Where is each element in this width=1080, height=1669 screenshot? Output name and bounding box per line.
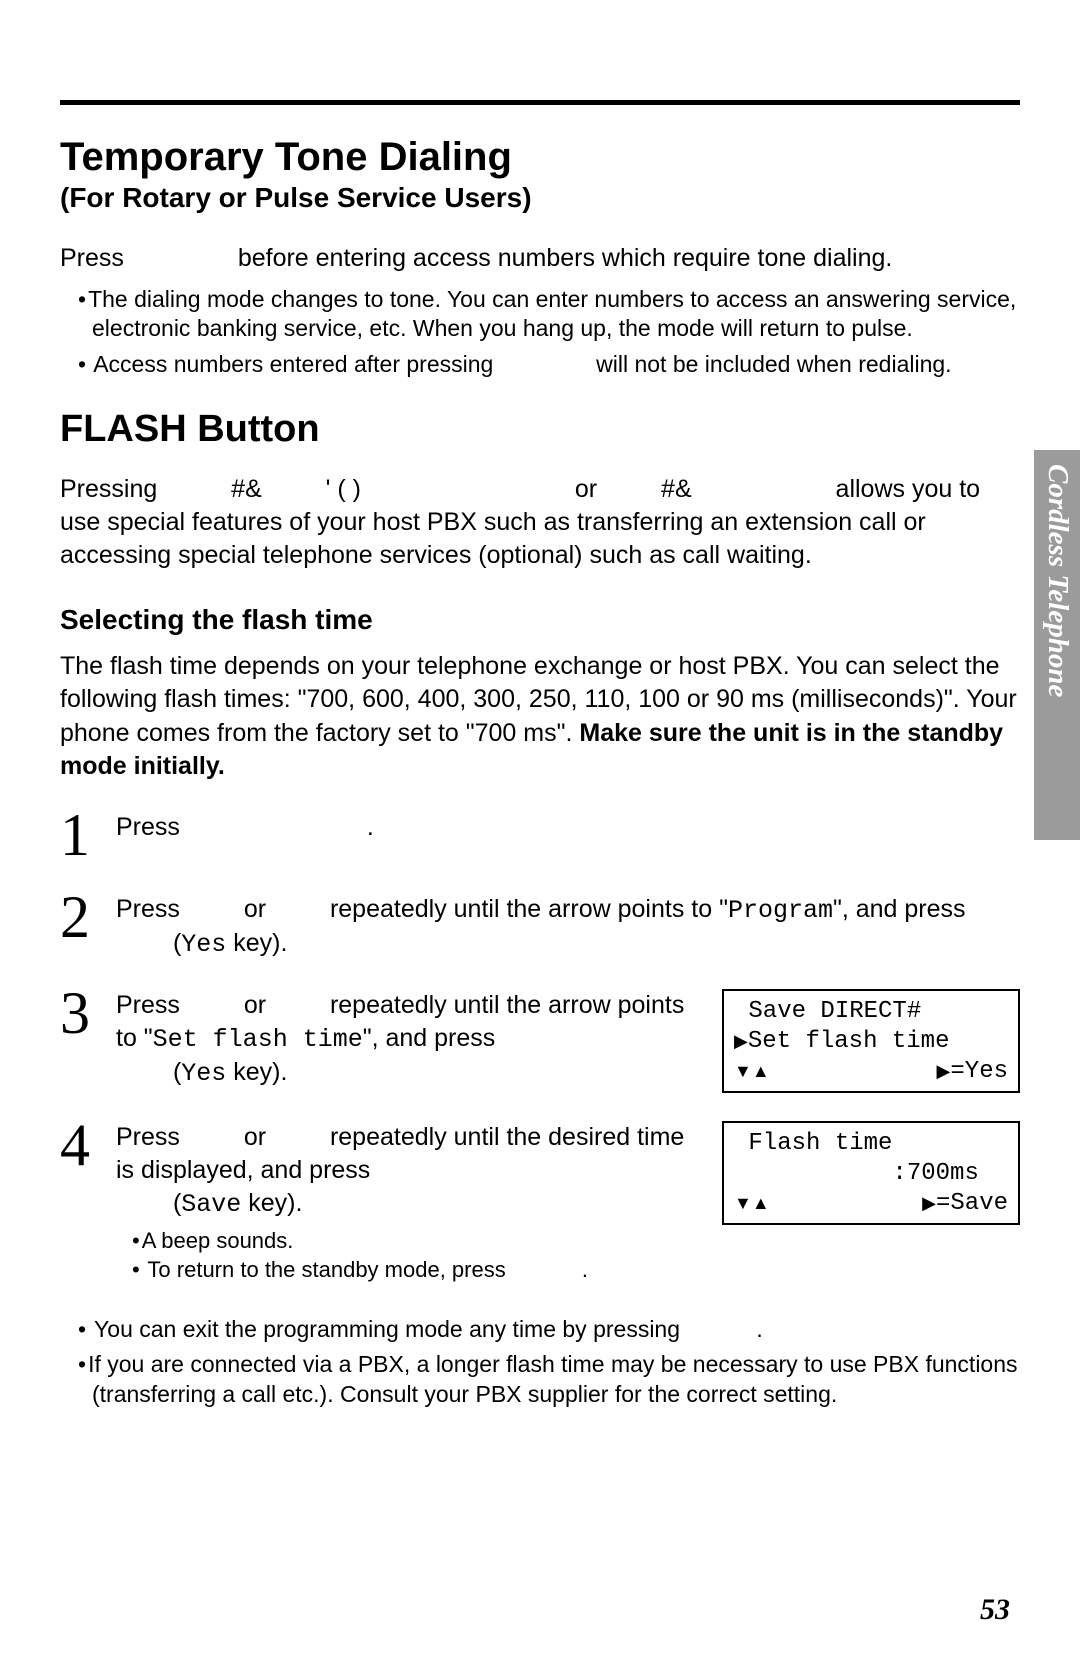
steps-list: 1 Press . 2 Press or repeatedly until th… xyxy=(60,805,1020,1284)
section1-title: Temporary Tone Dialing xyxy=(60,135,1020,180)
triangle-down-icon xyxy=(734,1058,752,1085)
text: ", and press xyxy=(833,895,966,923)
step-number: 1 xyxy=(60,805,116,865)
lcd-display: Flash time :700ms =Save xyxy=(722,1121,1020,1225)
step-4: 4 Press or repeatedly until the desired … xyxy=(60,1115,1020,1284)
text: allows you to use special features of yo… xyxy=(60,475,980,569)
side-tab: Cordless Telephone xyxy=(1034,450,1080,840)
sub-bullet: A beep sounds. xyxy=(132,1227,694,1256)
text: or xyxy=(244,991,266,1019)
text: ", and press xyxy=(363,1024,496,1052)
text: or xyxy=(575,475,597,503)
text: key). xyxy=(226,1058,287,1086)
display-line: Save DIRECT# xyxy=(734,997,1008,1027)
text: or xyxy=(244,1123,266,1151)
step-body: Press . xyxy=(116,805,1020,844)
text: To return to the standby mode, press xyxy=(147,1257,505,1282)
text: repeatedly until the desired time is dis… xyxy=(116,1123,684,1184)
text: will not be included when redialing. xyxy=(596,351,951,377)
step-2: 2 Press or repeatedly until the arrow po… xyxy=(60,887,1020,961)
section2-title: FLASH Button xyxy=(60,408,1020,451)
step-3: 3 Press or repeatedly until the arrow po… xyxy=(60,983,1020,1093)
lcd-display: Save DIRECT# Set flash time =Yes xyxy=(722,989,1020,1093)
page-number: 53 xyxy=(980,1593,1010,1627)
text: Press xyxy=(116,813,180,841)
step-number: 3 xyxy=(60,983,116,1043)
sub-bullets: A beep sounds. To return to the standby … xyxy=(132,1227,694,1284)
text: ' ( ) xyxy=(326,475,361,503)
text: repeatedly until the arrow points to " xyxy=(330,895,728,923)
text: Press xyxy=(60,244,124,272)
step-text: Press or repeatedly until the desired ti… xyxy=(116,1121,694,1284)
triangle-right-icon xyxy=(922,1190,936,1217)
display-line: Flash time xyxy=(734,1129,1008,1159)
text: . xyxy=(756,1316,762,1342)
step-body: Press or repeatedly until the arrow poin… xyxy=(116,983,1020,1093)
text: Set flash time xyxy=(748,1028,950,1055)
text: Press xyxy=(116,991,180,1019)
side-tab-label: Cordless Telephone xyxy=(1041,464,1074,697)
bullet: The dialing mode changes to tone. You ca… xyxy=(78,285,1020,345)
text: =Save xyxy=(936,1190,1008,1217)
section1-subtitle: (For Rotary or Pulse Service Users) xyxy=(60,182,1020,214)
section1-bullets: The dialing mode changes to tone. You ca… xyxy=(78,285,1020,381)
top-rule xyxy=(60,100,1020,105)
display-nav: =Yes xyxy=(734,1057,1008,1087)
text: =Yes xyxy=(950,1058,1008,1085)
triangle-right-icon xyxy=(734,1028,748,1055)
text: . xyxy=(582,1257,588,1282)
sub-bullet: To return to the standby mode, press . xyxy=(132,1256,694,1285)
step-body: Press or repeatedly until the desired ti… xyxy=(116,1115,1020,1284)
text: Press xyxy=(116,895,180,923)
mono-text: Save xyxy=(181,1190,241,1219)
text: You can exit the programming mode any ti… xyxy=(94,1316,680,1342)
text: before entering access numbers which req… xyxy=(238,244,893,272)
triangle-up-icon xyxy=(752,1190,770,1217)
text: or xyxy=(244,895,266,923)
bullet: Access numbers entered after pressing wi… xyxy=(78,350,1020,380)
triangle-down-icon xyxy=(734,1190,752,1217)
display-line: Set flash time xyxy=(734,1027,1008,1057)
section3-title: Selecting the flash time xyxy=(60,604,1020,636)
text: Press xyxy=(116,1123,180,1151)
mono-text: Yes xyxy=(181,930,226,959)
mono-text: Set flash time xyxy=(153,1025,363,1054)
text: Access numbers entered after pressing xyxy=(93,351,493,377)
text: #& xyxy=(231,475,262,503)
step-number: 4 xyxy=(60,1115,116,1175)
display-line: :700ms xyxy=(734,1159,1008,1189)
step-number: 2 xyxy=(60,887,116,947)
text: #& xyxy=(661,475,692,503)
display-nav: =Save xyxy=(734,1189,1008,1219)
page-content: Temporary Tone Dialing (For Rotary or Pu… xyxy=(60,100,1020,1413)
text: . xyxy=(367,813,374,841)
mono-text: Yes xyxy=(181,1059,226,1088)
section1-line1: Press before entering access numbers whi… xyxy=(60,242,1020,275)
text: key). xyxy=(226,929,287,957)
section3-intro: The flash time depends on your telephone… xyxy=(60,650,1020,783)
footer-bullets: You can exit the programming mode any ti… xyxy=(78,1314,1020,1409)
footer-bullet: If you are connected via a PBX, a longer… xyxy=(78,1349,1020,1410)
text: key). xyxy=(241,1189,302,1217)
section2-para: Pressing #& ' ( ) or #& allows you to us… xyxy=(60,473,1020,572)
mono-text: Program xyxy=(728,896,833,925)
step-body: Press or repeatedly until the arrow poin… xyxy=(116,887,1020,961)
footer-bullet: You can exit the programming mode any ti… xyxy=(78,1314,1020,1344)
text: Pressing xyxy=(60,475,157,503)
triangle-up-icon xyxy=(752,1058,770,1085)
step-1: 1 Press . xyxy=(60,805,1020,865)
step-text: Press or repeatedly until the arrow poin… xyxy=(116,989,694,1090)
triangle-right-icon xyxy=(937,1058,951,1085)
